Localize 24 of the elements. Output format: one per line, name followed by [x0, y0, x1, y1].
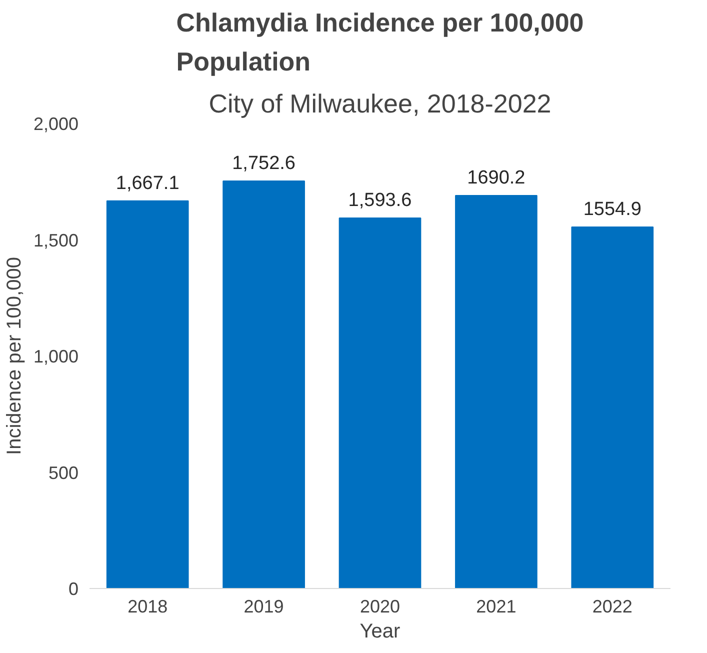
y-tick-label: 2,000 — [33, 114, 79, 134]
x-tick-label: 2021 — [476, 596, 516, 616]
chart-title: Chlamydia Incidence per 100,000 Population — [176, 8, 584, 76]
data-label: 1554.9 — [583, 198, 642, 220]
chart-subtitle: City of Milwaukee, 2018-2022 — [208, 88, 552, 118]
bar — [338, 217, 422, 588]
data-label: 1,667.1 — [116, 172, 180, 194]
data-label: 1,593.6 — [348, 190, 412, 211]
x-tick-label: 2019 — [244, 596, 284, 616]
bar — [571, 226, 654, 588]
bar — [222, 180, 305, 588]
y-tick-label: 0 — [68, 579, 79, 599]
y-tick-label: 1,500 — [33, 230, 79, 250]
x-tick-label: 2020 — [360, 596, 400, 616]
data-label: 1,752.6 — [232, 153, 296, 174]
x-tick-label: 2018 — [128, 596, 168, 616]
y-tick-label: 500 — [48, 462, 79, 483]
x-tick-label: 2022 — [592, 596, 632, 616]
bar — [455, 195, 538, 588]
y-tick-label: 1,000 — [33, 346, 79, 366]
data-label: 1690.2 — [467, 168, 526, 189]
x-axis-title: Year — [360, 620, 401, 642]
y-axis-title: Incidence per 100,000 — [3, 257, 26, 455]
bar — [106, 200, 189, 588]
